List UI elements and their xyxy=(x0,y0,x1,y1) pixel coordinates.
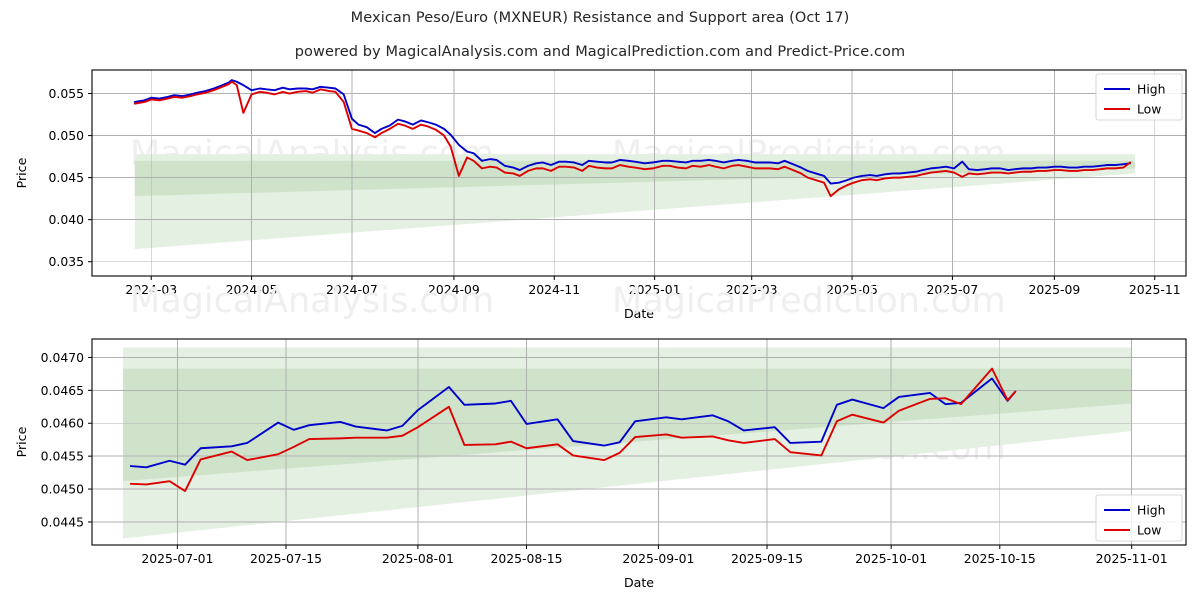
ytick-label-upper-0: 0.035 xyxy=(49,254,84,269)
legend-label-low-lower: Low xyxy=(1137,523,1161,538)
ytick-label-lower-5: 0.0470 xyxy=(41,350,84,365)
xtick-label-upper-7: 2025-05 xyxy=(826,282,878,297)
xaxis-title-upper: Date xyxy=(624,306,654,321)
xtick-label-lower-7: 2025-10-15 xyxy=(964,551,1036,566)
legend-lower: High Low xyxy=(1095,494,1183,542)
xtick-label-lower-4: 2025-09-01 xyxy=(622,551,694,566)
watermark-below-upper-1: MagicalPrediction.com xyxy=(612,281,1006,321)
watermark-below-upper-0: MagicalAnalysis.com xyxy=(130,281,494,321)
series-line-low-lower xyxy=(129,367,1017,492)
xtick-label-lower-6: 2025-10-01 xyxy=(855,551,927,566)
xtick-label-upper-8: 2025-07 xyxy=(927,282,979,297)
xtick-label-lower-0: 2025-07-01 xyxy=(141,551,213,566)
legend-label-low-upper: Low xyxy=(1137,102,1161,117)
ytick-label-upper-1: 0.040 xyxy=(49,212,85,227)
series-line-high-upper xyxy=(133,79,1132,185)
ytick-label-lower-3: 0.0460 xyxy=(41,416,84,431)
xtick-label-upper-3: 2024-09 xyxy=(428,282,480,297)
series-line-high-lower xyxy=(129,377,1017,469)
yaxis-title-upper: Price xyxy=(14,157,29,188)
plot-frame-upper xyxy=(91,69,1187,277)
xtick-label-upper-0: 2024-03 xyxy=(125,282,177,297)
chart-upper: MagicalAnalysis.com MagicalPrediction.com… xyxy=(14,69,1187,321)
band-inner-upper xyxy=(134,160,1136,197)
xaxis-title-lower: Date xyxy=(624,575,654,590)
ytick-label-upper-4: 0.055 xyxy=(49,86,84,101)
band-inner-lower xyxy=(123,368,1132,482)
plot-frame-lower xyxy=(91,338,1187,546)
chart-lower: MagicalAnalysis.comMagicalPrediction.com… xyxy=(14,338,1187,590)
series-line-low-upper xyxy=(133,80,1132,198)
xtick-label-lower-3: 2025-08-15 xyxy=(490,551,562,566)
yaxis-title-lower: Price xyxy=(14,426,29,457)
ytick-label-upper-3: 0.050 xyxy=(49,128,85,143)
legend-label-high-upper: High xyxy=(1137,82,1165,97)
page-title: Mexican Peso/Euro (MXNEUR) Resistance an… xyxy=(350,10,850,26)
watermark-row-below-upper: MagicalAnalysis.com MagicalPrediction.com xyxy=(130,281,1006,321)
xtick-label-upper-10: 2025-11 xyxy=(1129,282,1181,297)
ytick-label-lower-1: 0.0450 xyxy=(41,482,84,497)
xtick-label-lower-1: 2025-07-15 xyxy=(250,551,322,566)
xtick-label-upper-6: 2025-03 xyxy=(726,282,778,297)
xtick-label-upper-9: 2025-09 xyxy=(1029,282,1081,297)
xtick-label-lower-5: 2025-09-15 xyxy=(731,551,803,566)
ytick-label-lower-2: 0.0455 xyxy=(41,449,84,464)
page-subtitle: powered by MagicalAnalysis.com and Magic… xyxy=(294,44,906,60)
ytick-label-lower-0: 0.0445 xyxy=(41,514,84,529)
ytick-label-lower-4: 0.0465 xyxy=(41,383,84,398)
ytick-label-upper-2: 0.045 xyxy=(49,170,84,185)
xtick-label-upper-1: 2024-05 xyxy=(226,282,278,297)
xtick-label-lower-2: 2025-08-01 xyxy=(382,551,454,566)
legend-label-high-lower: High xyxy=(1137,503,1165,518)
xtick-label-lower-8: 2025-11-01 xyxy=(1096,551,1168,566)
xtick-label-upper-4: 2024-11 xyxy=(528,282,580,297)
legend-upper: High Low xyxy=(1095,73,1183,121)
xtick-label-upper-5: 2025-01 xyxy=(629,282,681,297)
xtick-label-upper-2: 2024-07 xyxy=(326,282,378,297)
